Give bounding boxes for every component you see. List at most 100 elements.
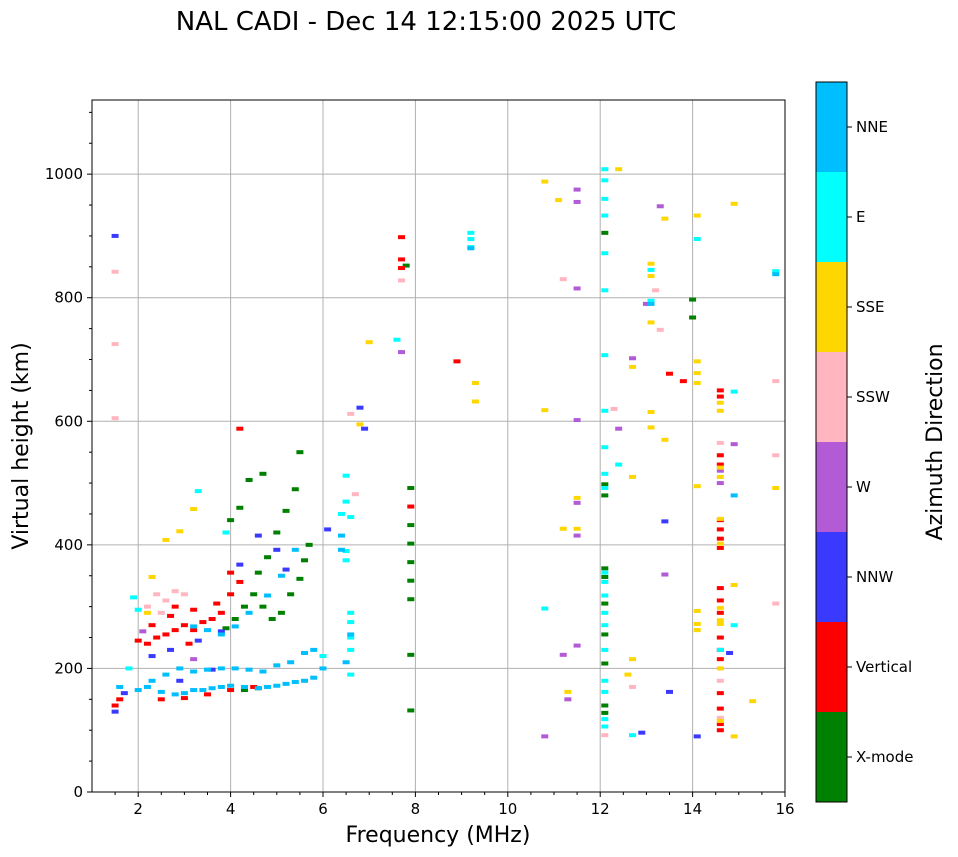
data-point-vertical: [716, 657, 724, 662]
data-point-e: [601, 570, 609, 575]
data-point-vertical: [204, 692, 211, 697]
data-point-x-mode: [301, 558, 309, 563]
data-point-w: [730, 442, 738, 447]
data-point-nne: [347, 632, 355, 637]
data-point-vertical: [716, 545, 724, 550]
data-point-sse: [716, 718, 724, 723]
data-point-x-mode: [407, 560, 415, 565]
data-point-e: [347, 635, 355, 640]
data-point-sse: [693, 380, 701, 385]
data-point-x-mode: [250, 592, 258, 597]
data-point-ssw: [601, 733, 609, 738]
y-axis-label: Virtual height (km): [9, 342, 34, 549]
data-point-nnw: [236, 562, 244, 567]
data-point-nnw: [361, 426, 369, 431]
data-point-sse: [573, 526, 581, 531]
data-point-e: [601, 717, 609, 722]
y-axis-ticks: 0 200 400 600 800 1000: [45, 111, 92, 801]
data-point-nne: [291, 547, 299, 552]
data-point-nne: [245, 610, 253, 615]
data-point-e: [125, 666, 133, 671]
y-tick-label: 600: [54, 412, 83, 430]
data-point-x-mode: [601, 703, 609, 708]
data-point-vertical: [157, 697, 165, 702]
data-point-nne: [772, 272, 780, 277]
data-point-x-mode: [407, 523, 415, 528]
data-point-x-mode: [296, 450, 304, 455]
data-point-ssw: [398, 278, 406, 283]
data-point-x-mode: [407, 541, 415, 546]
data-point-e: [601, 593, 609, 598]
data-point-e: [730, 389, 738, 394]
data-point-vertical: [236, 426, 244, 431]
data-point-w: [564, 697, 572, 702]
data-point-e: [772, 269, 780, 274]
chart-title: NAL CADI - Dec 14 12:15:00 2025 UTC: [176, 7, 676, 37]
y-tick-label: 800: [54, 289, 83, 307]
data-point-x-mode: [287, 592, 295, 597]
data-point-vertical: [716, 728, 724, 733]
data-point-ssw: [716, 715, 724, 720]
colorbar-label: X-mode: [856, 748, 913, 766]
data-point-vertical: [398, 266, 406, 271]
data-point-nne: [287, 660, 295, 665]
data-point-sse: [143, 610, 151, 615]
data-point-vertical: [171, 604, 179, 609]
data-point-e: [393, 337, 401, 342]
data-point-sse: [629, 474, 637, 479]
colorbar-label: Vertical: [856, 658, 912, 676]
data-point-e: [601, 471, 609, 476]
data-point-e: [342, 549, 350, 554]
data-point-w: [573, 187, 581, 192]
data-point-e: [601, 579, 609, 584]
data-point-x-mode: [689, 315, 697, 320]
data-point-ssw: [111, 269, 119, 274]
data-point-nne: [217, 666, 225, 671]
data-point-e: [601, 689, 609, 694]
data-point-sse: [471, 399, 479, 404]
data-point-sse: [148, 574, 156, 579]
data-point-vertical: [716, 394, 724, 399]
data-point-vertical: [236, 579, 244, 584]
data-point-vertical: [398, 235, 406, 240]
data-point-w: [716, 481, 724, 486]
data-point-sse: [749, 699, 757, 704]
data-point-vertical: [167, 613, 175, 618]
data-point-e: [601, 623, 609, 628]
data-point-sse: [716, 605, 724, 610]
data-point-e: [647, 267, 655, 272]
colorbar-label: E: [856, 208, 865, 226]
data-point-nne: [301, 678, 309, 683]
y-tick-label: 200: [54, 659, 83, 677]
data-point-sse: [624, 672, 632, 677]
data-point-vertical: [134, 638, 142, 643]
data-point-x-mode: [407, 597, 415, 602]
data-point-e: [601, 486, 609, 491]
data-point-w: [629, 356, 637, 361]
data-point-vertical: [716, 706, 724, 711]
data-point-x-mode: [601, 632, 609, 637]
data-point-e: [629, 733, 637, 738]
data-point-x-mode: [601, 661, 609, 666]
data-point-vertical: [116, 697, 124, 702]
data-point-ssw: [157, 610, 165, 615]
data-point-e: [601, 196, 609, 201]
data-point-nne: [273, 683, 281, 688]
data-point-sse: [716, 618, 724, 623]
data-point-nne: [259, 669, 267, 674]
data-point-e: [337, 511, 345, 516]
data-point-vertical: [227, 570, 235, 575]
grid-lines: [92, 100, 786, 793]
x-tick-label: 12: [591, 800, 610, 818]
data-point-sse: [772, 486, 780, 491]
data-point-nne: [264, 593, 272, 598]
data-point-w: [573, 500, 581, 505]
data-point-sse: [555, 198, 563, 203]
data-point-nnw: [167, 647, 175, 652]
colorbar-title: Azimuth Direction: [923, 343, 948, 540]
data-point-sse: [716, 516, 724, 521]
data-point-ssw: [143, 604, 151, 609]
colorbar-frame: [815, 81, 848, 803]
data-point-nne: [337, 547, 345, 552]
data-point-sse: [190, 507, 198, 512]
